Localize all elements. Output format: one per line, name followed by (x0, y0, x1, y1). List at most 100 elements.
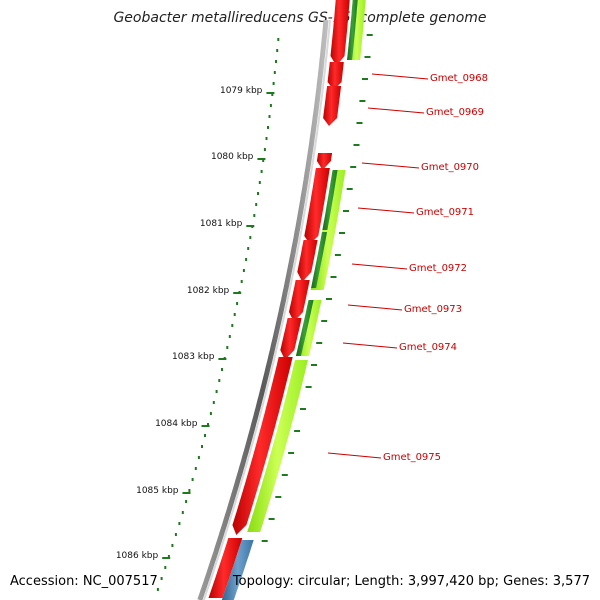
scale-major-tick (218, 358, 227, 360)
scale-dot (226, 346, 229, 349)
gene-leader-line (357, 207, 415, 214)
scale-dot (188, 489, 191, 492)
gene-leader-line (342, 342, 398, 349)
reverse-cds-dark-1 (347, 0, 358, 60)
scale-tick-label: 1083 kbp (172, 352, 215, 362)
strand-tick (311, 364, 317, 366)
strand-tick (326, 298, 332, 300)
gene-label-7[interactable]: Gmet_0974 (399, 342, 458, 353)
scale-dot (201, 445, 203, 448)
scale-dot (260, 170, 263, 173)
scale-dot (275, 60, 277, 63)
scale-tick-label: 1086 kbp (115, 551, 159, 561)
scale-major-tick (182, 492, 191, 494)
scale-dot (255, 203, 258, 206)
scale-major-tick (257, 158, 266, 160)
strand-tick (343, 210, 349, 212)
scale-dot (249, 236, 252, 239)
forward-cds-7 (289, 280, 310, 322)
forward-cds-3 (323, 86, 342, 126)
scale-tick-label: 1084 kbp (155, 419, 198, 429)
gene-label-2[interactable]: Gmet_0969 (426, 107, 485, 118)
gene-leader-line (347, 304, 403, 311)
scale-dot (221, 368, 223, 371)
gene-label-6[interactable]: Gmet_0973 (404, 304, 463, 315)
scale-dot (171, 544, 174, 547)
forward-cds-1 (330, 0, 350, 66)
scale-dot (276, 49, 279, 52)
scale-dot (215, 390, 218, 393)
scale-dot (181, 511, 184, 514)
scale-dot (233, 313, 236, 316)
scale-dot (164, 566, 167, 569)
strand-tick (288, 452, 295, 454)
scale-dot (197, 456, 200, 459)
scale-dot (242, 269, 245, 272)
reverse-cds-4 (247, 360, 308, 532)
rna-feature (221, 540, 254, 600)
strand-tick (339, 232, 345, 234)
scale-dot (272, 82, 275, 85)
scale-dot (245, 258, 248, 261)
scale-dot (262, 159, 265, 162)
scale-dot (267, 126, 269, 129)
scale-dot (265, 137, 268, 140)
reverse-cds-dark-2 (322, 170, 338, 230)
forward-cds-4 (316, 153, 333, 170)
scale-dot (194, 467, 197, 470)
scale-major-tick (162, 557, 171, 559)
genome-backbone-highlight (202, 19, 331, 600)
reverse-cds-dark-3 (311, 232, 327, 288)
strand-tick (330, 276, 337, 278)
scale-dot (231, 324, 234, 327)
gene-label-8[interactable]: Gmet_0975 (383, 452, 442, 463)
strand-tick (346, 188, 353, 190)
strand-tick (359, 100, 366, 102)
strand-tick (300, 408, 306, 410)
reverse-cds-dark-4 (295, 300, 314, 356)
scale-dot (263, 148, 266, 151)
gene-label-3[interactable]: Gmet_0970 (421, 162, 480, 173)
scale-major-tick (266, 92, 275, 94)
scale-dot (273, 71, 276, 74)
genome-backbone (197, 19, 329, 600)
gene-label-1[interactable]: Gmet_0968 (430, 73, 489, 84)
scale-tick-label: 1081 kbp (199, 219, 243, 229)
strand-tick (353, 144, 360, 146)
scale-dot (257, 192, 259, 195)
gene-leader-line (351, 263, 408, 270)
scale-dot (277, 38, 280, 41)
strand-tick (268, 518, 275, 520)
scale-dot (258, 181, 261, 184)
gene-label-5[interactable]: Gmet_0972 (409, 263, 468, 274)
genome-summary-text: Topology: circular; Length: 3,997,420 bp… (232, 574, 590, 589)
scale-dot (174, 533, 177, 536)
gene-leader-line (367, 107, 425, 114)
forward-cds-5 (304, 168, 330, 244)
strand-tick (305, 386, 312, 388)
gene-leader-line (361, 162, 420, 169)
scale-tick-label: 1082 kbp (186, 286, 230, 296)
map-title: Geobacter metallireducens GS-15, complet… (113, 10, 487, 26)
strand-tick (366, 34, 373, 36)
scale-dot (207, 423, 209, 426)
scale-major-tick (233, 292, 242, 294)
scale-dot (204, 434, 206, 437)
strand-tick (316, 342, 323, 344)
scale-dot (178, 522, 181, 525)
forward-cds-8 (280, 318, 302, 360)
gene-label-4[interactable]: Gmet_0971 (416, 207, 475, 218)
scale-dot (156, 588, 159, 591)
scale-dot (271, 93, 274, 96)
scale-dot (247, 247, 250, 250)
scale-dot (236, 302, 239, 305)
scale-major-tick (201, 425, 210, 427)
scale-dot (218, 379, 221, 382)
strand-tick (281, 474, 288, 476)
scale-dot (228, 335, 231, 338)
scale-dot (185, 500, 188, 503)
gene-leader-line (371, 73, 429, 80)
scale-dot (160, 577, 163, 580)
forward-cds-10 (208, 538, 243, 598)
